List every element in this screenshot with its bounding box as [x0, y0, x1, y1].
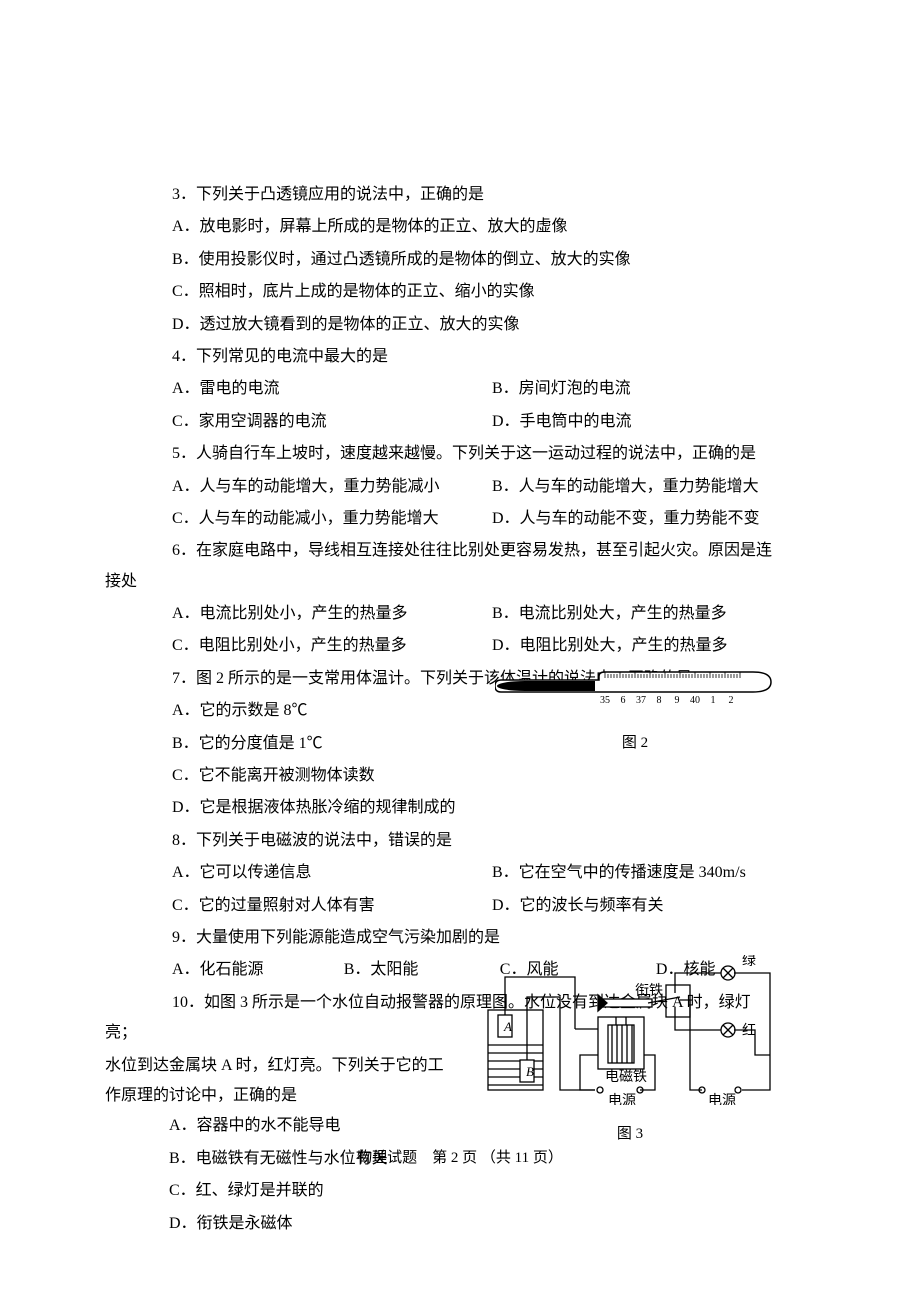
- figure-3-circuit: A B 衔铁 电磁铁 绿 红 电源 电源 图 3: [480, 955, 780, 1149]
- q5-row1: A．人与车的动能增大，重力势能减小 B．人与车的动能增大，重力势能增大: [140, 472, 780, 502]
- q6-opt-b: B．电流比别处大，产生的热量多: [460, 599, 780, 629]
- circuit-icon: A B 衔铁 电磁铁 绿 红 电源 电源: [480, 955, 780, 1105]
- q5-opt-c: C．人与车的动能减小，重力势能增大: [140, 504, 460, 534]
- q4-opt-c: C．家用空调器的电流: [140, 407, 460, 437]
- thermometer-icon: 35 6 37 8 9 40 1 2: [495, 666, 775, 710]
- tick-35: 35: [600, 695, 610, 706]
- q5-opt-a: A．人与车的动能增大，重力势能减小: [140, 472, 460, 502]
- label-armature: 衔铁: [635, 983, 663, 999]
- q6-row1: A．电流比别处小，产生的热量多 B．电流比别处大，产生的热量多: [140, 599, 780, 629]
- q8-opt-d: D．它的波长与频率有关: [460, 891, 780, 921]
- q10-opt-a: A．容器中的水不能导电: [105, 1111, 445, 1141]
- q4-row1: A．雷电的电流 B．房间灯泡的电流: [140, 374, 780, 404]
- q8-opt-b: B．它在空气中的传播速度是 340m/s: [460, 858, 780, 888]
- q4-stem: 4．下列常见的电流中最大的是: [140, 342, 780, 372]
- q7-opt-d: D．它是根据液体热胀冷缩的规律制成的: [140, 793, 780, 823]
- q8-row2: C．它的过量照射对人体有害 D．它的波长与频率有关: [140, 891, 780, 921]
- q5-opt-d: D．人与车的动能不变，重力势能不变: [460, 504, 780, 534]
- label-power-2: 电源: [708, 1093, 736, 1105]
- tick-9: 9: [675, 695, 680, 706]
- q3-opt-d: D．透过放大镜看到的是物体的正立、放大的实像: [140, 310, 780, 340]
- q5-stem: 5．人骑自行车上坡时，速度越来越慢。下列关于这一运动过程的说法中，正确的是: [140, 439, 780, 469]
- label-green: 绿: [742, 955, 756, 969]
- figure-2-thermometer: 35 6 37 8 9 40 1 2 图 2: [495, 666, 775, 758]
- q9-stem: 9．大量使用下列能源能造成空气污染加剧的是: [140, 923, 780, 953]
- figure-2-label: 图 2: [495, 729, 775, 758]
- tick-1: 1: [711, 695, 716, 706]
- q8-opt-a: A．它可以传递信息: [140, 858, 460, 888]
- tick-2: 2: [729, 695, 734, 706]
- tick-8: 8: [657, 695, 662, 706]
- q6-opt-c: C．电阻比别处小，产生的热量多: [140, 631, 460, 661]
- tick-6: 6: [621, 695, 626, 706]
- tick-37: 37: [636, 695, 646, 706]
- q8-opt-c: C．它的过量照射对人体有害: [140, 891, 460, 921]
- q7-opt-c: C．它不能离开被测物体读数: [140, 761, 780, 791]
- q9-opt-b: B．太阳能: [312, 955, 468, 985]
- q4-row2: C．家用空调器的电流 D．手电筒中的电流: [140, 407, 780, 437]
- q3-stem: 3．下列关于凸透镜应用的说法中，正确的是: [140, 180, 780, 210]
- q6-stem-text: 6．在家庭电路中，导线相互连接处往往比别处更容易发热，甚至引起火灾。原因是连接处: [105, 542, 772, 589]
- q6-opt-a: A．电流比别处小，产生的热量多: [140, 599, 460, 629]
- q3-opt-c: C．照相时，底片上成的是物体的正立、缩小的实像: [140, 277, 780, 307]
- q4-opt-d: D．手电筒中的电流: [460, 407, 780, 437]
- q4-opt-a: A．雷电的电流: [140, 374, 460, 404]
- q5-row2: C．人与车的动能减小，重力势能增大 D．人与车的动能不变，重力势能不变: [140, 504, 780, 534]
- q5-opt-b: B．人与车的动能增大，重力势能增大: [460, 472, 780, 502]
- label-A: A: [503, 1019, 512, 1034]
- q9-opt-a: A．化石能源: [140, 955, 312, 985]
- tick-40: 40: [690, 695, 700, 706]
- label-electromagnet: 电磁铁: [605, 1069, 647, 1085]
- q10-opt-d: D．衔铁是永磁体: [105, 1209, 445, 1239]
- q4-opt-b: B．房间灯泡的电流: [460, 374, 780, 404]
- q6-row2: C．电阻比别处小，产生的热量多 D．电阻比别处大，产生的热量多: [140, 631, 780, 661]
- label-B: B: [526, 1064, 534, 1079]
- q6-opt-d: D．电阻比别处大，产生的热量多: [460, 631, 780, 661]
- q8-row1: A．它可以传递信息 B．它在空气中的传播速度是 340m/s: [140, 858, 780, 888]
- q3-opt-b: B．使用投影仪时，通过凸透镜所成的是物体的倒立、放大的实像: [140, 245, 780, 275]
- q8-stem: 8．下列关于电磁波的说法中，错误的是: [140, 826, 780, 856]
- q6-stem: 6．在家庭电路中，导线相互连接处往往比别处更容易发热，甚至引起火灾。原因是连接处: [105, 536, 780, 597]
- label-red: 红: [742, 1023, 756, 1039]
- q10-stem2: 水位到达金属块 A 时，红灯亮。下列关于它的工作原理的讨论中，正确的是: [105, 1051, 445, 1112]
- q3-opt-a: A．放电影时，屏幕上所成的是物体的正立、放大的虚像: [140, 212, 780, 242]
- q10-opt-c: C．红、绿灯是并联的: [105, 1176, 445, 1206]
- page-footer: 物理试题 第 2 页 （共 11 页）: [0, 1144, 920, 1173]
- label-power-1: 电源: [608, 1093, 636, 1105]
